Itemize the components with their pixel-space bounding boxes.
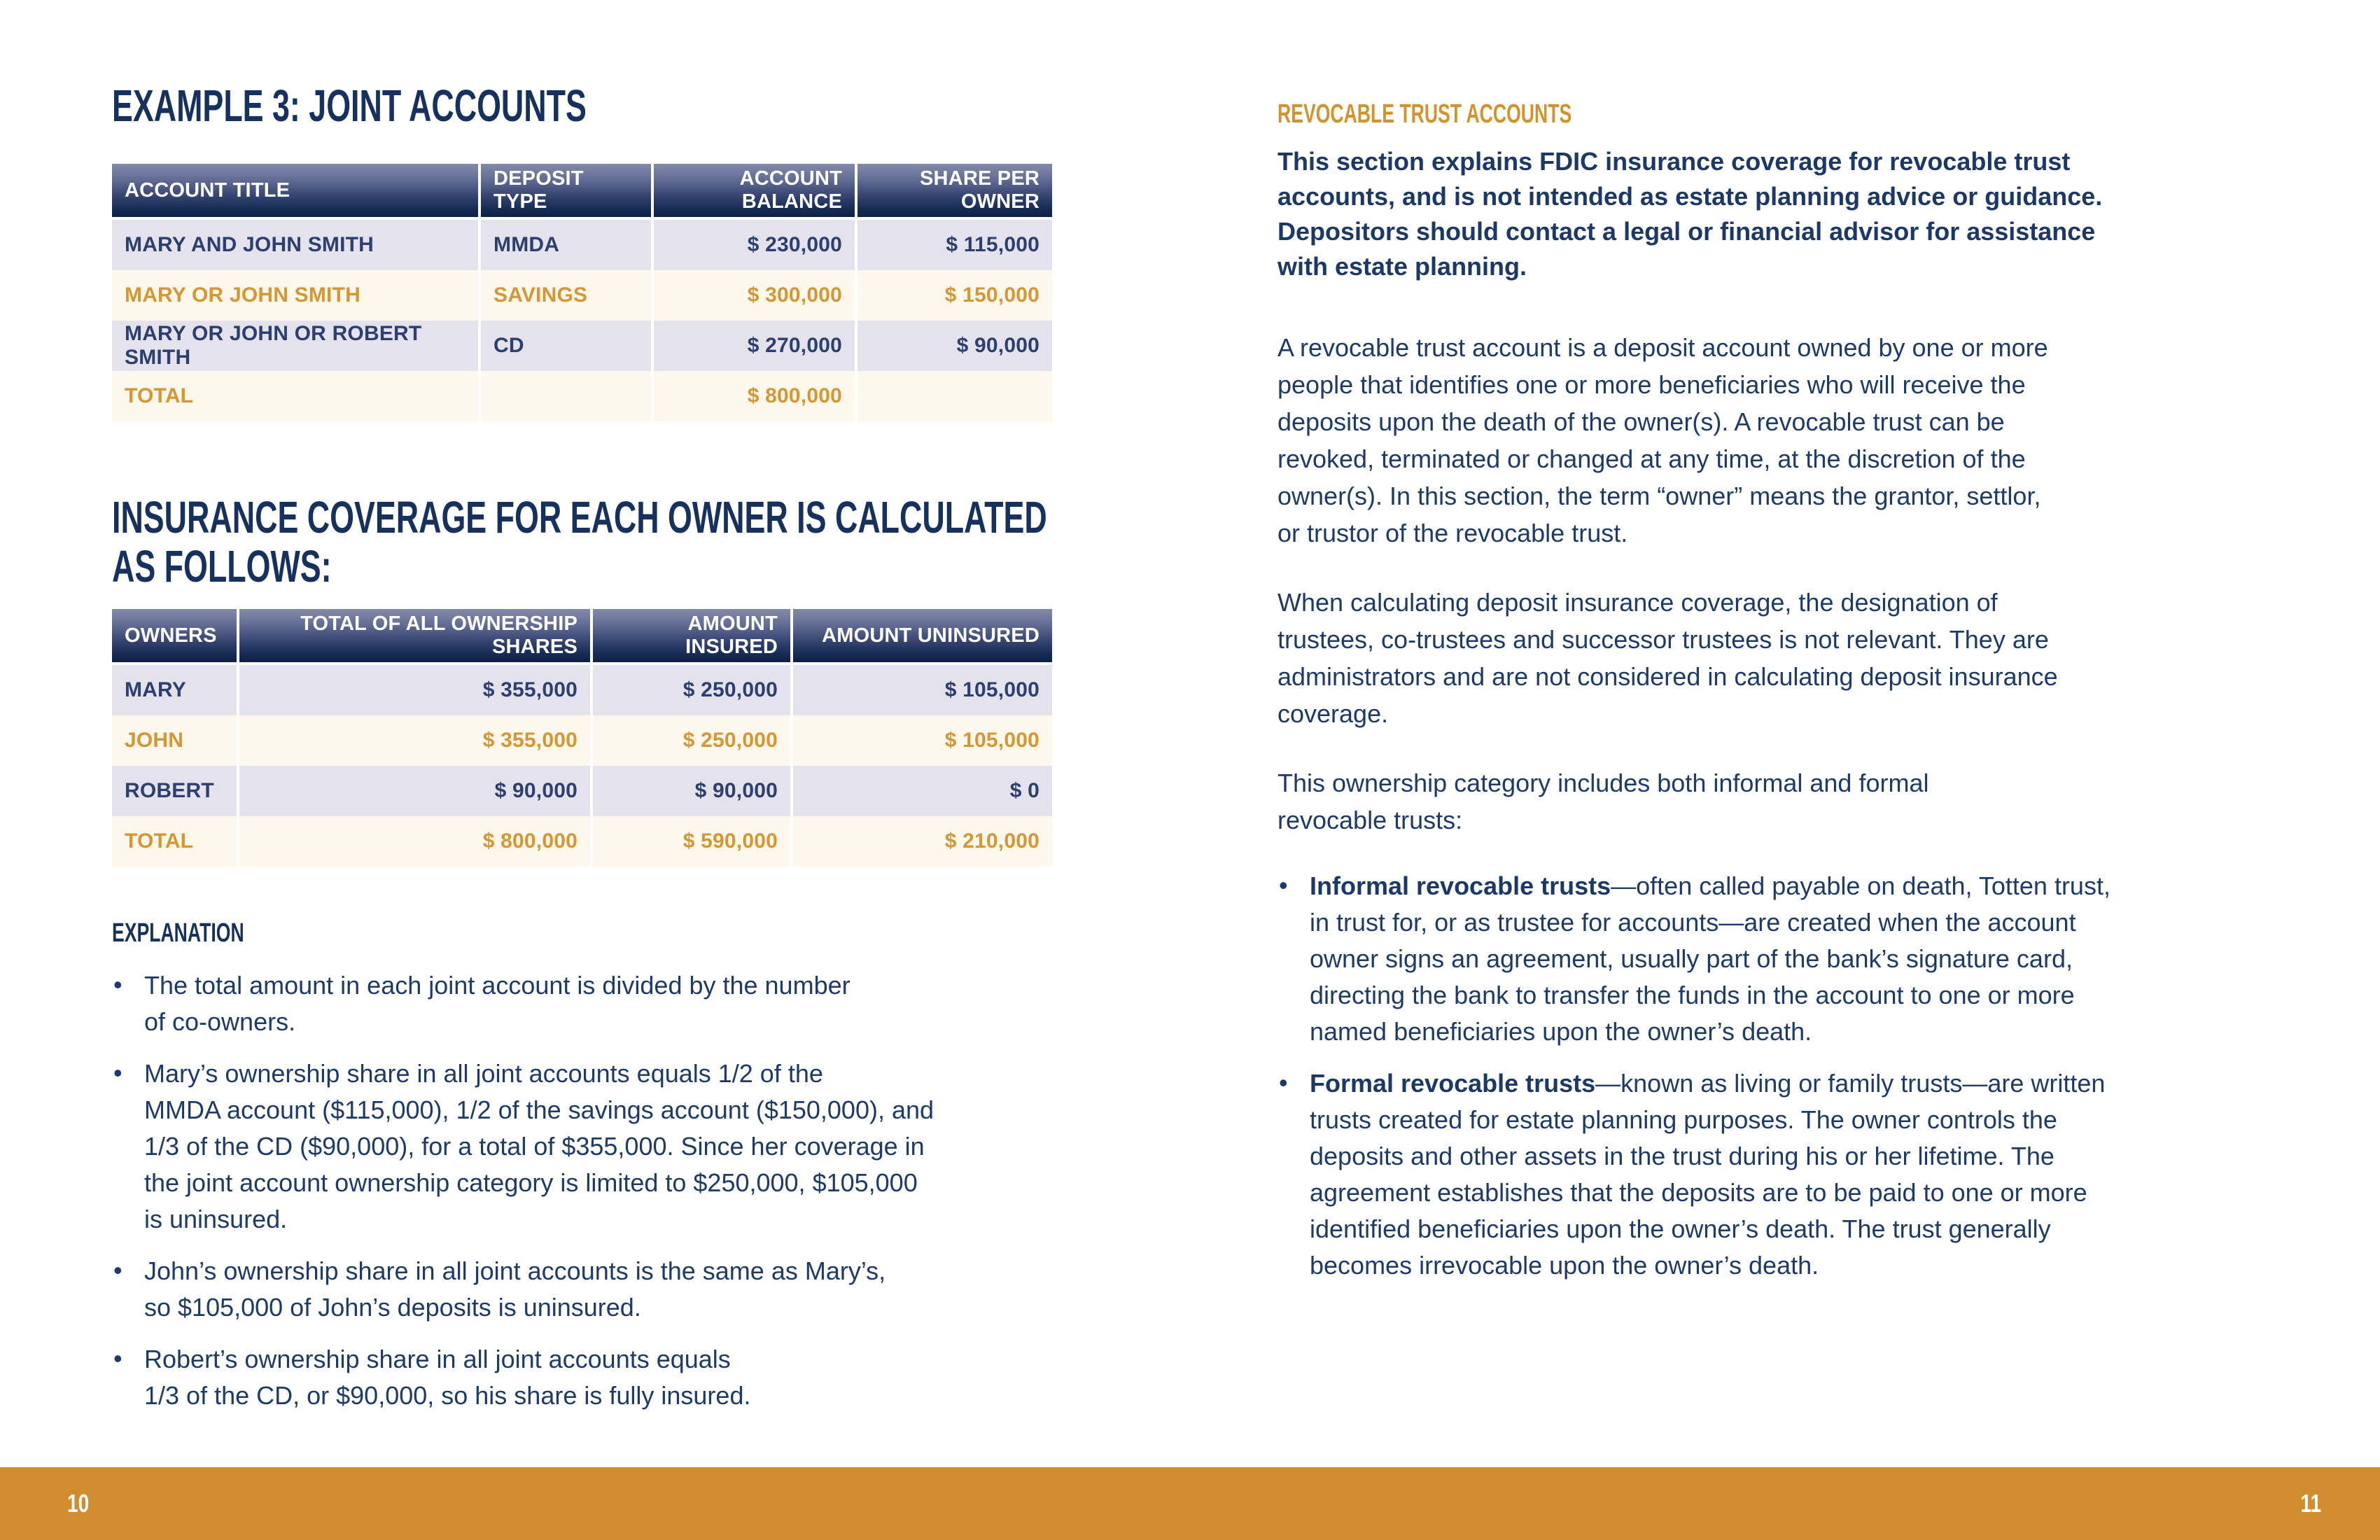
page-right: REVOCABLE TRUST ACCOUNTS This section ex…	[1278, 0, 2342, 1284]
explanation-heading-text: EXPLANATION	[112, 918, 244, 948]
bullet-icon: •	[113, 1256, 122, 1284]
table-row: MARY OR JOHN OR ROBERT SMITH CD $ 270,00…	[112, 321, 1052, 371]
empty-cell	[478, 371, 651, 421]
account-title-cell: MARY OR JOHN SMITH	[112, 270, 478, 321]
column-header: AMOUNT INSURED	[590, 609, 790, 665]
account-title-cell: MARY OR JOHN OR ROBERT SMITH	[112, 321, 478, 371]
deposit-type-cell: CD	[478, 321, 651, 371]
total-balance-cell: $ 800,000	[651, 371, 855, 421]
amount-uninsured-cell: $ 105,000	[790, 665, 1052, 715]
column-header: ACCOUNT BALANCE	[651, 164, 855, 220]
list-item-text: The total amount in each joint account i…	[144, 971, 850, 1036]
table-row: MARY AND JOHN SMITH MMDA $ 230,000 $ 115…	[112, 220, 1052, 270]
deposit-type-cell: MMDA	[478, 220, 651, 270]
page-title: EXAMPLE 3: JOINT ACCOUNTS	[112, 81, 1792, 130]
table-row: JOHN $ 355,000 $ 250,000 $ 105,000	[112, 715, 1052, 766]
body-paragraph: A revocable trust account is a deposit a…	[1278, 333, 2048, 547]
section-subtitle-text: INSURANCE COVERAGE FOR EACH OWNER IS CAL…	[112, 492, 1047, 592]
owner-cell: JOHN	[112, 715, 237, 766]
footer-bar: 10 11	[0, 1467, 2380, 1540]
page-left: EXAMPLE 3: JOINT ACCOUNTS ACCOUNT TITLE …	[112, 0, 1302, 1414]
list-item-text: John’s ownership share in all joint acco…	[144, 1256, 886, 1322]
total-shares-cell: $ 800,000	[237, 816, 590, 867]
bullet-icon: •	[1279, 1068, 1288, 1097]
list-item: • The total amount in each joint account…	[112, 967, 1302, 1040]
list-item-lead: Informal revocable trusts	[1310, 872, 1611, 900]
explanation-heading: EXPLANATION	[112, 917, 1232, 949]
list-item: • John’s ownership share in all joint ac…	[112, 1253, 1302, 1326]
total-label-cell: TOTAL	[112, 371, 478, 421]
list-item-text: Informal revocable trusts—often called p…	[1310, 872, 2110, 1046]
ownership-shares-cell: $ 355,000	[237, 665, 590, 715]
joint-accounts-table: ACCOUNT TITLE DEPOSIT TYPE ACCOUNT BALAN…	[112, 164, 1052, 421]
coverage-calculation-table: OWNERS TOTAL OF ALL OWNERSHIP SHARES AMO…	[112, 609, 1052, 867]
column-header: TOTAL OF ALL OWNERSHIP SHARES	[237, 609, 590, 665]
list-item: • Robert’s ownership share in all joint …	[112, 1341, 1302, 1414]
list-item: • Mary’s ownership share in all joint ac…	[112, 1056, 1302, 1238]
share-per-owner-cell: $ 115,000	[855, 220, 1052, 270]
list-item-text: Formal revocable trusts—known as living …	[1310, 1069, 2105, 1280]
joint-accounts-table-header: ACCOUNT TITLE DEPOSIT TYPE ACCOUNT BALAN…	[112, 164, 1052, 220]
column-header: SHARE PER OWNER	[855, 164, 1052, 220]
list-item: • Formal revocable trusts—known as livin…	[1278, 1065, 2342, 1284]
owner-cell: MARY	[112, 665, 237, 715]
owner-cell: ROBERT	[112, 766, 237, 816]
list-item-rest: —known as living or family trusts—are wr…	[1310, 1069, 2106, 1280]
table-header-row: ACCOUNT TITLE DEPOSIT TYPE ACCOUNT BALAN…	[112, 164, 1052, 220]
page-title-text: EXAMPLE 3: JOINT ACCOUNTS	[112, 80, 587, 131]
page-number-right: 11	[2300, 1489, 2321, 1518]
section-subtitle: INSURANCE COVERAGE FOR EACH OWNER IS CAL…	[112, 493, 1792, 591]
amount-uninsured-cell: $ 0	[790, 766, 1052, 816]
total-uninsured-cell: $ 210,000	[790, 816, 1052, 867]
list-item-lead: Formal revocable trusts	[1310, 1069, 1596, 1098]
column-header: AMOUNT UNINSURED	[790, 609, 1052, 665]
list-item-text: Mary’s ownership share in all joint acco…	[144, 1059, 934, 1233]
total-insured-cell: $ 590,000	[590, 816, 790, 867]
bullet-icon: •	[113, 970, 122, 999]
deposit-type-cell: SAVINGS	[478, 270, 651, 321]
total-label-cell: TOTAL	[112, 816, 237, 867]
account-balance-cell: $ 230,000	[651, 220, 855, 270]
column-header: DEPOSIT TYPE	[478, 164, 651, 220]
table-row: MARY $ 355,000 $ 250,000 $ 105,000	[112, 665, 1052, 715]
section-heading: REVOCABLE TRUST ACCOUNTS	[1278, 98, 2380, 130]
share-per-owner-cell: $ 150,000	[855, 270, 1052, 321]
intro-paragraph: This section explains FDIC insurance cov…	[1278, 147, 2103, 281]
amount-insured-cell: $ 250,000	[590, 715, 790, 766]
section-heading-text: REVOCABLE TRUST ACCOUNTS	[1278, 99, 1572, 129]
list-item: • Informal revocable trusts—often called…	[1278, 868, 2342, 1050]
bullet-icon: •	[113, 1344, 122, 1373]
account-title-cell: MARY AND JOHN SMITH	[112, 220, 478, 270]
ownership-shares-cell: $ 90,000	[237, 766, 590, 816]
list-item-text: Robert’s ownership share in all joint ac…	[144, 1345, 751, 1410]
amount-insured-cell: $ 90,000	[590, 766, 790, 816]
amount-uninsured-cell: $ 105,000	[790, 715, 1052, 766]
table-total-row: TOTAL $ 800,000 $ 590,000 $ 210,000	[112, 816, 1052, 867]
account-balance-cell: $ 270,000	[651, 321, 855, 371]
ownership-shares-cell: $ 355,000	[237, 715, 590, 766]
table-row: MARY OR JOHN SMITH SAVINGS $ 300,000 $ 1…	[112, 270, 1052, 321]
page-number-left: 10	[67, 1489, 90, 1518]
table-total-row: TOTAL $ 800,000	[112, 371, 1052, 421]
account-balance-cell: $ 300,000	[651, 270, 855, 321]
share-per-owner-cell: $ 90,000	[855, 321, 1052, 371]
body-paragraph: When calculating deposit insurance cover…	[1278, 588, 2058, 728]
coverage-table-header: OWNERS TOTAL OF ALL OWNERSHIP SHARES AMO…	[112, 609, 1052, 665]
table-row: ROBERT $ 90,000 $ 90,000 $ 0	[112, 766, 1052, 816]
empty-cell	[855, 371, 1052, 421]
column-header: OWNERS	[112, 609, 237, 665]
trust-types-bullet-list: • Informal revocable trusts—often called…	[1278, 868, 2342, 1284]
column-header: ACCOUNT TITLE	[112, 164, 478, 220]
explanation-bullet-list: • The total amount in each joint account…	[112, 967, 1302, 1414]
list-item-rest: —often called payable on death, Totten t…	[1310, 872, 2110, 1046]
bullet-icon: •	[113, 1058, 122, 1087]
table-header-row: OWNERS TOTAL OF ALL OWNERSHIP SHARES AMO…	[112, 609, 1052, 665]
bullet-icon: •	[1279, 871, 1288, 899]
body-paragraph: This ownership category includes both in…	[1278, 769, 1929, 834]
amount-insured-cell: $ 250,000	[590, 665, 790, 715]
